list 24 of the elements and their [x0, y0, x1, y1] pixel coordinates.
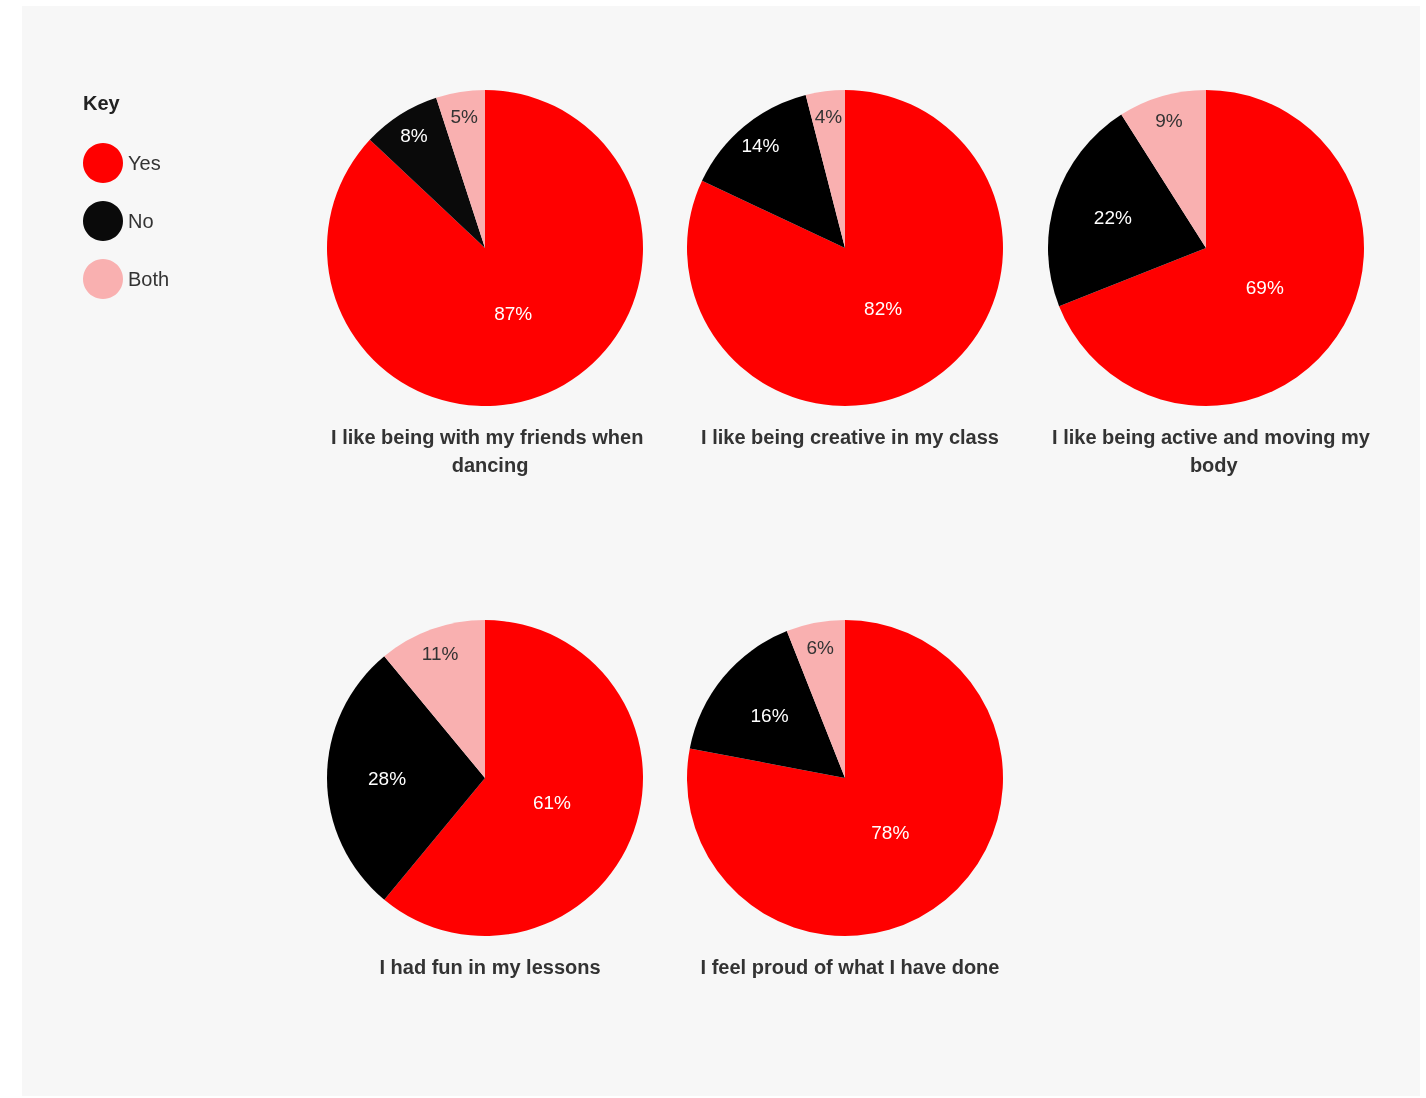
text: I like being active and moving my body [1052, 426, 1371, 476]
legend-label: Yes [128, 152, 161, 174]
text: I like being with my friends when dancing [331, 426, 649, 476]
text: I had fun in my lessons [379, 956, 601, 978]
legend-label: No [128, 210, 154, 232]
data-label: 8% [400, 125, 428, 147]
data-label: 16% [750, 705, 789, 727]
data-label: 69% [1245, 277, 1284, 299]
data-label: 87% [494, 302, 533, 324]
legend-label: Both [128, 268, 170, 290]
legend-title: Key [83, 92, 121, 114]
data-label: 11% [421, 642, 459, 664]
data-label: 9% [1155, 110, 1183, 132]
data-label: 4% [814, 105, 843, 127]
data-label: 5% [450, 106, 479, 128]
data-label: 14% [741, 135, 780, 157]
data-label: 78% [871, 822, 910, 844]
data-label: 28% [368, 767, 407, 789]
data-label: 22% [1093, 207, 1132, 229]
data-label: 6% [806, 637, 834, 659]
text: I like being creative in my class [701, 426, 999, 448]
data-label: 61% [532, 791, 572, 813]
data-label: 82% [864, 297, 903, 319]
text: I feel proud of what I have done [700, 956, 1000, 978]
